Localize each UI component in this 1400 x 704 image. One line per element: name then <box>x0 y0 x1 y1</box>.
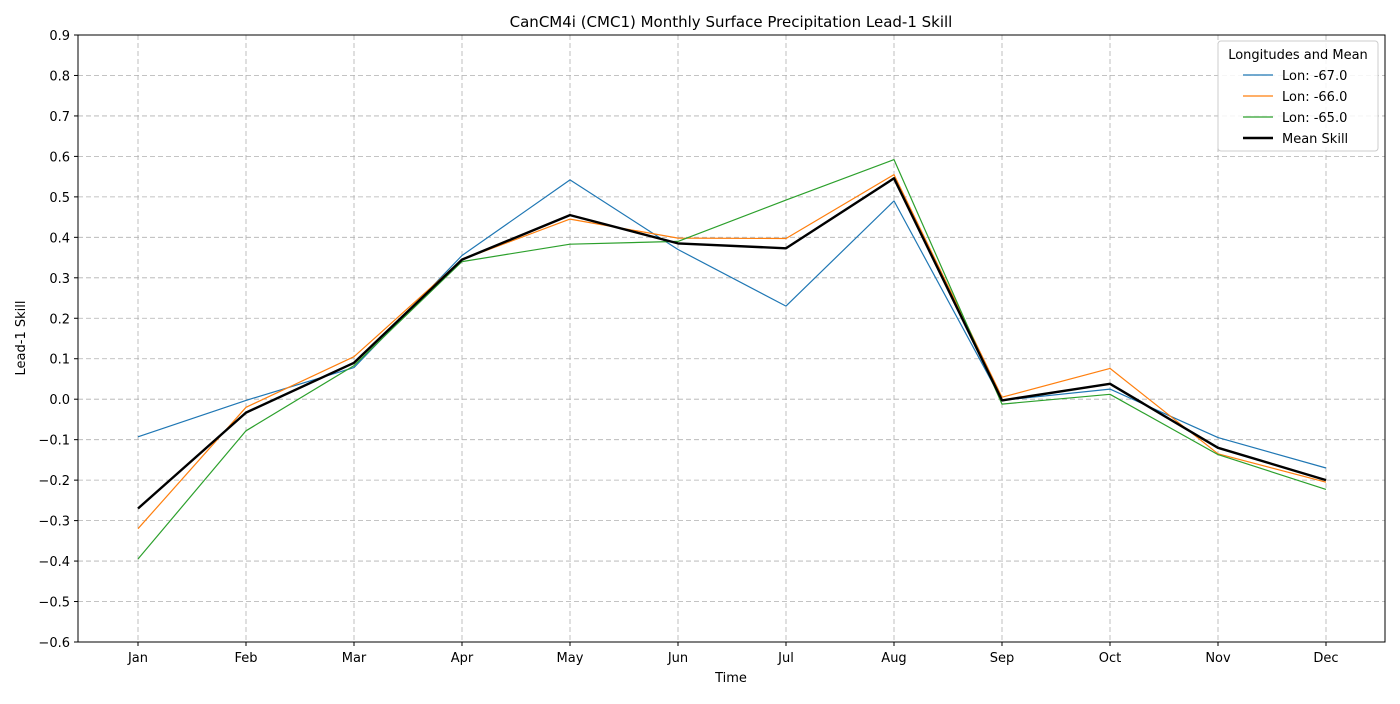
y-tick-label: 0.5 <box>49 191 70 206</box>
y-tick-label: −0.2 <box>38 474 70 489</box>
x-tick-label: Sep <box>990 651 1015 666</box>
y-tick-label: −0.3 <box>38 515 70 530</box>
x-tick-label: Dec <box>1313 651 1338 666</box>
y-axis: −0.6 −0.5 −0.4 −0.3 −0.2 −0.1 0.0 0.1 0.2 0.3 0.4 0… <box>38 29 78 651</box>
y-tick-label: −0.4 <box>38 555 70 570</box>
series-line-2 <box>137 174 1327 530</box>
series-line-3 <box>137 159 1327 560</box>
x-tick-label: Nov <box>1205 651 1231 666</box>
x-axis: Jan Feb Mar Apr May Jun Jul Aug Sep Oct Nov Dec <box>127 642 1339 666</box>
y-tick-label: −0.1 <box>38 434 70 449</box>
y-tick-label: 0.0 <box>49 393 70 408</box>
series-lines <box>137 159 1327 560</box>
chart-title: CanCM4i (CMC1) Monthly Surface Precipita… <box>510 13 953 31</box>
legend-title: Longitudes and Mean <box>1228 48 1368 63</box>
x-tick-label: Jan <box>127 651 148 666</box>
x-tick-label: Jul <box>777 651 794 666</box>
y-tick-label: 0.1 <box>49 353 70 368</box>
legend-entry-label: Lon: -66.0 <box>1282 90 1347 105</box>
y-tick-label: 0.7 <box>49 110 70 125</box>
series-line-1 <box>137 179 1327 469</box>
legend-entry-label: Lon: -67.0 <box>1282 69 1347 84</box>
y-tick-label: 0.4 <box>49 231 70 246</box>
plot-area-frame <box>77 34 1386 643</box>
y-axis-label: Lead-1 Skill <box>14 301 29 376</box>
y-tick-label: 0.6 <box>49 150 70 165</box>
y-tick-label: 0.8 <box>49 69 70 84</box>
legend-box <box>1217 40 1379 152</box>
x-tick-label: Jun <box>667 651 688 666</box>
legend-entry-label: Lon: -65.0 <box>1282 111 1347 126</box>
y-tick-label: −0.5 <box>38 596 70 611</box>
grid <box>78 34 1385 643</box>
x-tick-label: Aug <box>881 651 906 666</box>
x-tick-label: Oct <box>1099 651 1121 666</box>
y-tick-label: 0.9 <box>49 29 70 44</box>
y-tick-label: 0.2 <box>49 312 70 327</box>
legend-entry-label: Mean Skill <box>1282 132 1348 147</box>
x-tick-label: Feb <box>234 651 257 666</box>
y-tick-label: 0.3 <box>49 272 70 287</box>
y-tick-label: −0.6 <box>38 636 70 651</box>
legend: Longitudes and Mean Lon: -67.0 Lon: -66.0… <box>1217 40 1379 152</box>
x-tick-label: Apr <box>451 651 474 666</box>
series-line-4 <box>137 177 1327 510</box>
x-tick-label: Mar <box>342 651 367 666</box>
x-tick-label: May <box>557 651 584 666</box>
x-axis-label: Time <box>714 671 747 686</box>
